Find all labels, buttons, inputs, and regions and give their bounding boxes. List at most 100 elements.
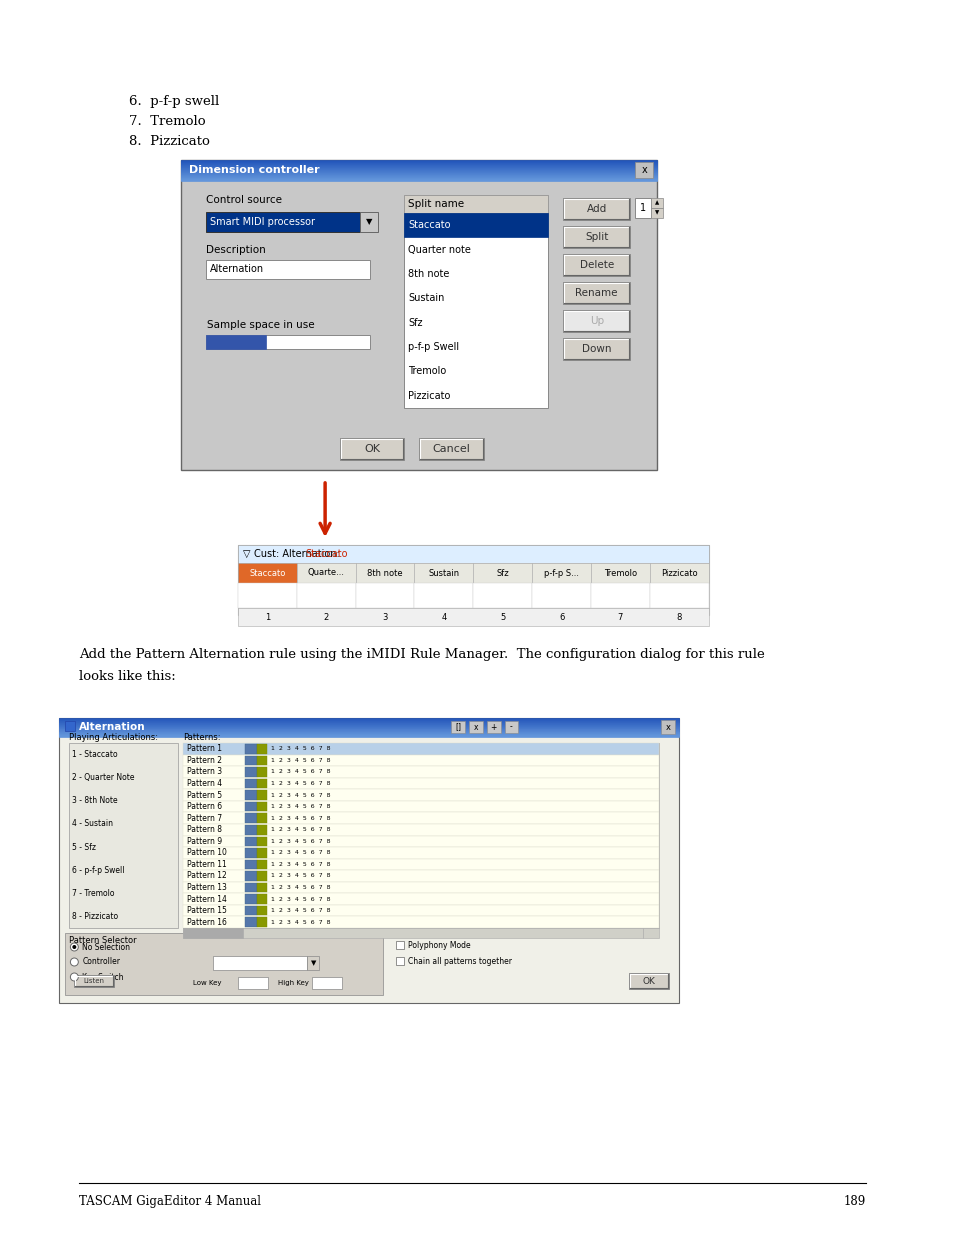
Bar — [256, 836, 266, 846]
Bar — [59, 725, 679, 726]
Bar — [183, 743, 659, 927]
Bar — [256, 825, 266, 835]
Bar — [183, 824, 659, 836]
Bar — [532, 583, 590, 608]
Bar — [183, 871, 659, 882]
Bar — [237, 563, 296, 583]
Bar — [256, 814, 266, 823]
Bar — [59, 722, 679, 724]
Text: 5: 5 — [499, 613, 505, 621]
Bar — [181, 175, 657, 177]
Bar — [181, 168, 657, 169]
Bar — [183, 743, 659, 755]
Text: 1  2  3  4  5  6  7  8: 1 2 3 4 5 6 7 8 — [271, 862, 330, 867]
Bar — [183, 836, 659, 847]
Bar — [256, 802, 266, 811]
Bar — [245, 848, 256, 857]
Bar — [181, 179, 657, 180]
Text: Description: Description — [206, 245, 266, 254]
Bar — [206, 261, 370, 279]
Text: Sustain: Sustain — [428, 568, 459, 578]
Text: Smart MIDI processor: Smart MIDI processor — [210, 217, 314, 227]
Text: Pattern 12: Pattern 12 — [187, 872, 227, 881]
Bar — [74, 974, 113, 987]
Bar — [256, 883, 266, 893]
Bar — [404, 212, 548, 237]
Bar — [66, 721, 75, 731]
Text: Sfz: Sfz — [496, 568, 509, 578]
Bar — [181, 172, 657, 173]
Bar — [59, 718, 679, 720]
Text: x: x — [640, 165, 646, 175]
Bar — [245, 790, 256, 800]
Bar — [245, 918, 256, 927]
Text: Polyphony Mode: Polyphony Mode — [408, 941, 471, 950]
Bar — [649, 583, 708, 608]
Bar — [213, 956, 307, 969]
Text: 1  2  3  4  5  6  7  8: 1 2 3 4 5 6 7 8 — [271, 804, 330, 809]
Bar — [245, 767, 256, 777]
Text: Pattern 1: Pattern 1 — [187, 745, 222, 753]
Bar — [256, 906, 266, 915]
Text: 8th note: 8th note — [408, 269, 449, 279]
Bar — [237, 545, 708, 563]
Text: 8: 8 — [676, 613, 681, 621]
Bar — [181, 163, 657, 164]
Bar — [396, 941, 404, 948]
Bar — [473, 583, 532, 608]
Circle shape — [71, 958, 78, 966]
Bar — [256, 848, 266, 857]
Text: Pattern 2: Pattern 2 — [187, 756, 222, 764]
Text: 1: 1 — [264, 613, 270, 621]
Bar — [245, 756, 256, 766]
Bar — [256, 756, 266, 766]
Bar — [562, 310, 630, 332]
Text: Pattern 8: Pattern 8 — [187, 825, 222, 834]
Text: Pattern 15: Pattern 15 — [187, 906, 227, 915]
Bar — [237, 977, 268, 989]
Bar — [256, 767, 266, 777]
Bar — [635, 162, 653, 178]
Text: 2 - Quarter Note: 2 - Quarter Note — [72, 773, 134, 782]
Circle shape — [72, 945, 76, 948]
Bar — [532, 563, 590, 583]
Text: Staccato: Staccato — [408, 220, 451, 230]
Text: ▼: ▼ — [365, 217, 372, 226]
Bar — [181, 161, 657, 163]
Bar — [256, 894, 266, 904]
Text: Down: Down — [581, 345, 611, 354]
Text: Add the Pattern Alternation rule using the iMIDI Rule Manager.  The configuratio: Add the Pattern Alternation rule using t… — [79, 648, 764, 661]
Bar — [245, 802, 256, 811]
Bar — [256, 871, 266, 881]
Text: Tremolo: Tremolo — [408, 367, 446, 377]
Bar — [635, 198, 651, 219]
Bar — [181, 162, 657, 163]
Text: Pattern 9: Pattern 9 — [187, 837, 222, 846]
Text: Cust: Alternation:: Cust: Alternation: — [253, 550, 342, 559]
Bar — [181, 161, 657, 471]
Text: p-f-p Swell: p-f-p Swell — [408, 342, 459, 352]
Text: Sample space in use: Sample space in use — [207, 320, 314, 330]
Bar — [245, 743, 256, 753]
Bar — [404, 212, 548, 408]
Text: 6.  p-f-p swell: 6. p-f-p swell — [129, 95, 219, 107]
Bar — [181, 178, 657, 179]
Text: Add: Add — [586, 204, 606, 214]
Text: Split name: Split name — [408, 199, 464, 209]
Bar — [181, 164, 657, 165]
Text: Pattern Selector: Pattern Selector — [70, 936, 137, 945]
Bar — [59, 724, 679, 726]
Text: +: + — [490, 722, 497, 731]
Bar — [245, 883, 256, 893]
Text: Pattern 10: Pattern 10 — [187, 848, 227, 857]
Text: 2: 2 — [323, 613, 329, 621]
Bar — [181, 165, 657, 168]
Text: Pizzicato: Pizzicato — [408, 390, 450, 401]
Text: 8 - Pizzicato: 8 - Pizzicato — [72, 911, 118, 921]
Bar — [66, 932, 382, 995]
Circle shape — [71, 944, 78, 951]
Bar — [181, 161, 657, 162]
Text: 7.  Tremolo: 7. Tremolo — [129, 115, 205, 128]
Text: 1  2  3  4  5  6  7  8: 1 2 3 4 5 6 7 8 — [271, 827, 330, 832]
Bar — [590, 583, 649, 608]
